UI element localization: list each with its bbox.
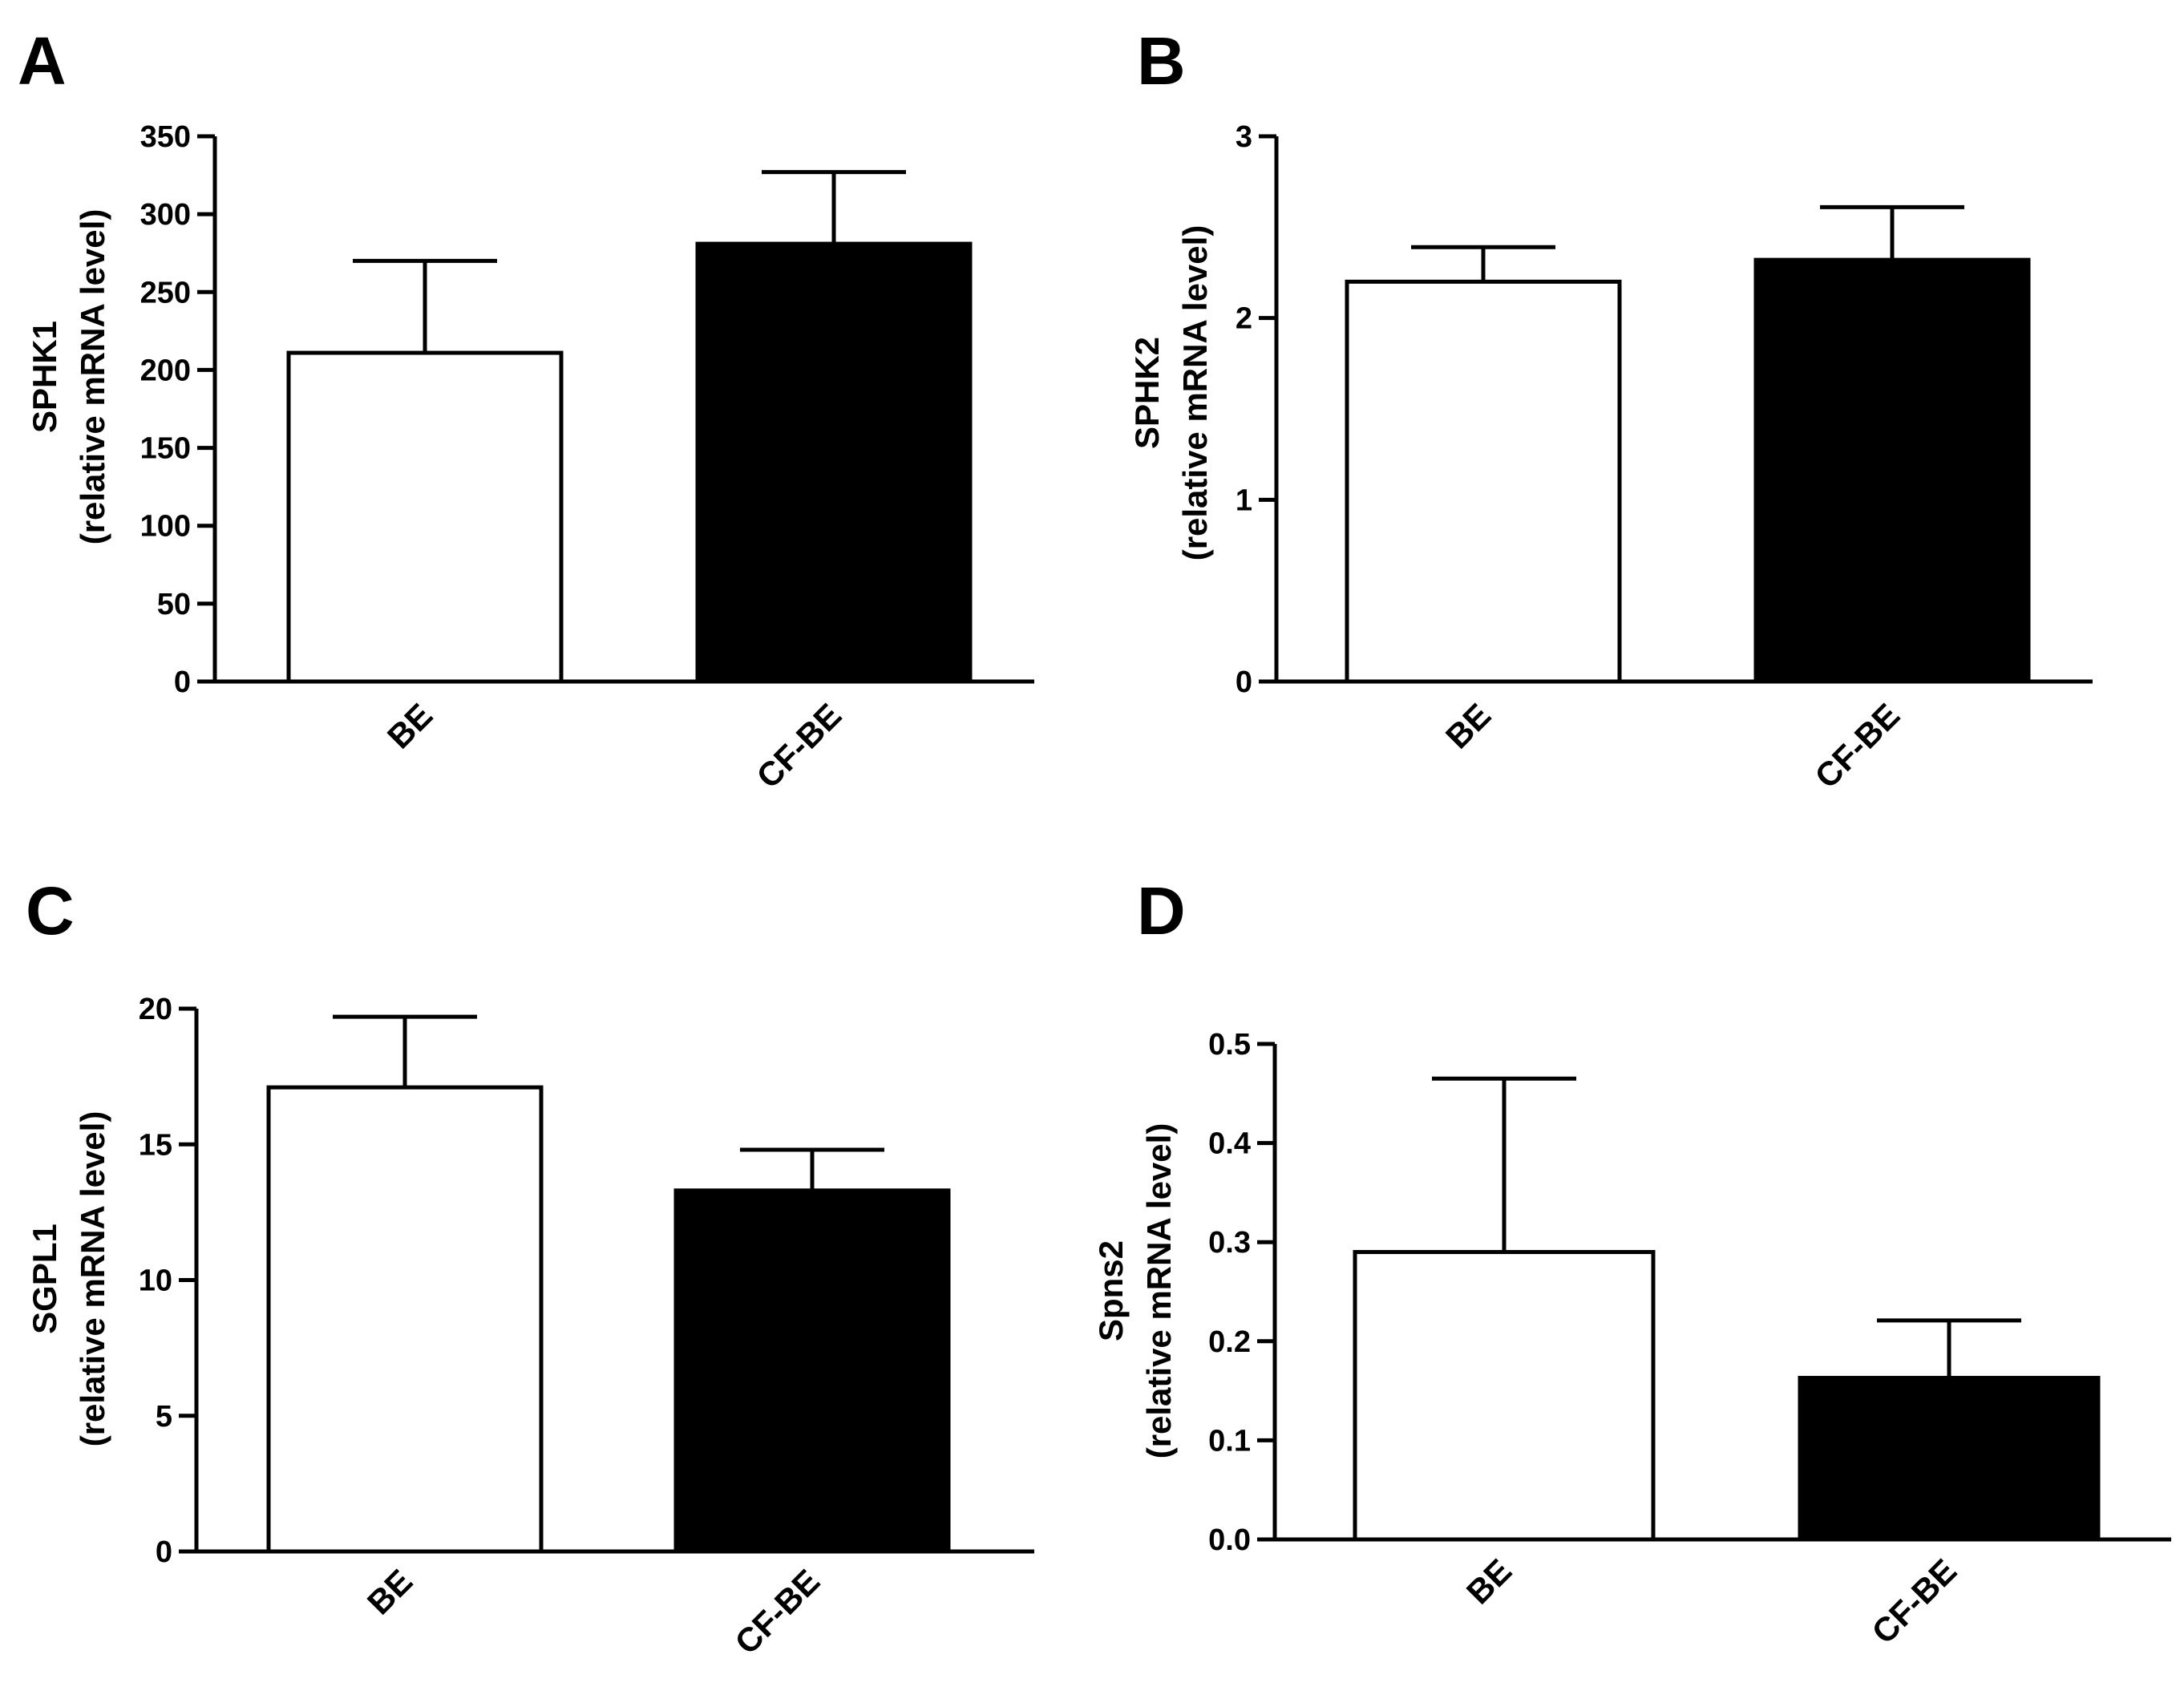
- y-axis-label-unit: (relative mRNA level): [74, 209, 111, 545]
- y-tick-label: 0.2: [1208, 1325, 1251, 1359]
- y-tick-label: 0: [156, 1535, 172, 1569]
- bar-cf-be: [695, 241, 973, 684]
- panel-letter: B: [1137, 23, 1186, 99]
- y-axis-label-unit: (relative mRNA level): [74, 1111, 111, 1447]
- panel-letter: A: [18, 23, 67, 99]
- y-axis-label-unit: (relative mRNA level): [1176, 225, 1214, 561]
- y-axis-label-unit: (relative mRNA level): [1140, 1123, 1178, 1459]
- y-tick-label: 0.3: [1208, 1226, 1251, 1260]
- bar-be: [1345, 279, 1622, 684]
- bar-cf-be: [1753, 257, 2031, 684]
- category-label: CF-BE: [1864, 1551, 1964, 1651]
- y-tick-label: 3: [1236, 120, 1252, 154]
- panel-letter: D: [1137, 873, 1186, 949]
- panel-d: D 0.0 0.1 0.2 0.3 0.4 0.5 BE CF-BE Spns2 (relative…: [1092, 873, 2171, 1651]
- y-tick-label: 15: [139, 1128, 172, 1162]
- y-tick-label: 150: [140, 432, 191, 466]
- y-tick-label: 250: [140, 276, 191, 309]
- y-tick-label: 0.5: [1208, 1028, 1251, 1062]
- y-tick-label: 10: [139, 1264, 172, 1298]
- y-tick-label: 1: [1236, 483, 1252, 517]
- bar-cf-be: [673, 1188, 951, 1554]
- bar-be: [286, 350, 564, 684]
- category-label: BE: [360, 1562, 420, 1622]
- y-axis-label-name: SGPL1: [26, 1224, 63, 1334]
- panel-a: A 0 50 100 150 200 250 300 350 BE CF-BE SPHK1 (relat…: [18, 23, 1034, 795]
- y-tick-label: 100: [140, 510, 191, 544]
- panel-letter: C: [26, 873, 75, 949]
- bar-be: [266, 1085, 544, 1554]
- category-label: BE: [380, 696, 440, 756]
- category-label: CF-BE: [749, 696, 848, 795]
- y-tick-label: 20: [139, 993, 172, 1026]
- y-tick-label: 5: [156, 1400, 172, 1434]
- y-tick-label: 0.0: [1208, 1523, 1251, 1557]
- y-tick-label: 50: [157, 588, 191, 621]
- y-tick-label: 0.1: [1208, 1424, 1251, 1458]
- panel-c: C 0 5 10 15 20 BE CF-BE SGPL1 (relative mRNA leve…: [26, 873, 1034, 1661]
- y-axis-label-name: SPHK1: [26, 321, 63, 433]
- bar-be: [1353, 1250, 1656, 1542]
- category-label: BE: [1438, 696, 1498, 756]
- category-label: CF-BE: [727, 1562, 827, 1661]
- bar-cf-be: [1798, 1376, 2101, 1542]
- panel-b: B 0 1 2 3 BE CF-BE SPHK2 (relative mRNA level): [1128, 23, 2093, 795]
- y-tick-label: 300: [140, 198, 191, 232]
- y-axis-label-name: SPHK2: [1128, 337, 1166, 449]
- category-label: CF-BE: [1807, 696, 1907, 795]
- y-axis-label-name: Spns2: [1092, 1240, 1130, 1341]
- y-tick-label: 350: [140, 120, 191, 154]
- category-label: BE: [1459, 1551, 1519, 1612]
- y-tick-label: 0.4: [1208, 1127, 1251, 1161]
- y-tick-label: 0: [1236, 665, 1252, 699]
- y-tick-label: 2: [1236, 302, 1252, 336]
- y-tick-label: 0: [174, 665, 191, 699]
- y-tick-label: 200: [140, 354, 191, 387]
